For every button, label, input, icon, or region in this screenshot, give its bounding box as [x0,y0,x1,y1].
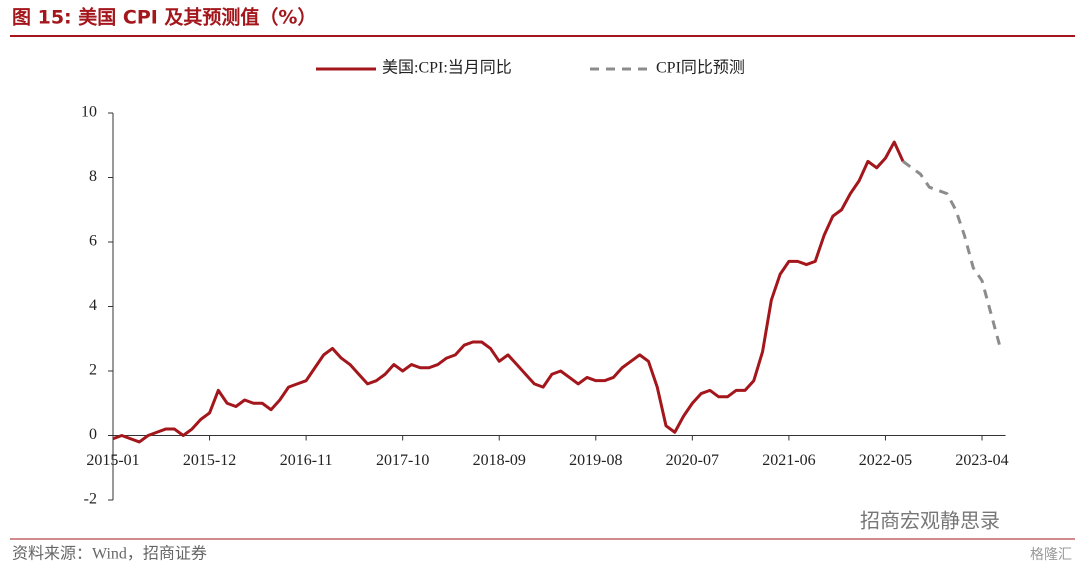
x-tick-label: 2015-01 [86,452,139,469]
x-tick-label: 2022-05 [859,452,912,469]
legend-label: 美国:CPI:当月同比 [382,59,512,77]
y-tick-label: 0 [89,426,97,443]
x-tick-label: 2021-06 [762,452,815,469]
chart-title: 图 15: 美国 CPI 及其预测值（%） [12,6,316,29]
watermark: 招商宏观静思录 [860,509,1000,533]
series-line [112,140,905,444]
legend-label: CPI同比预测 [656,59,745,77]
x-tick-label: 2020-07 [666,452,719,469]
series-line [902,160,1002,346]
x-tick-label: 2015-12 [183,452,236,469]
x-tick-label: 2019-08 [569,452,622,469]
x-tick-label: 2016-11 [280,452,333,469]
y-tick-label: 6 [89,233,97,250]
y-tick-label: 8 [89,168,97,185]
y-tick-label: 10 [81,104,97,121]
source: 资料来源：Wind，招商证券 [12,545,207,563]
y-tick-label: 4 [89,297,97,314]
logo: 格隆汇 [1030,547,1072,563]
y-tick-label: -2 [84,491,97,508]
y-tick-label: 2 [89,362,97,379]
x-tick-label: 2023-04 [955,452,1008,469]
x-tick-label: 2018-09 [473,452,526,469]
x-tick-label: 2017-10 [376,452,429,469]
